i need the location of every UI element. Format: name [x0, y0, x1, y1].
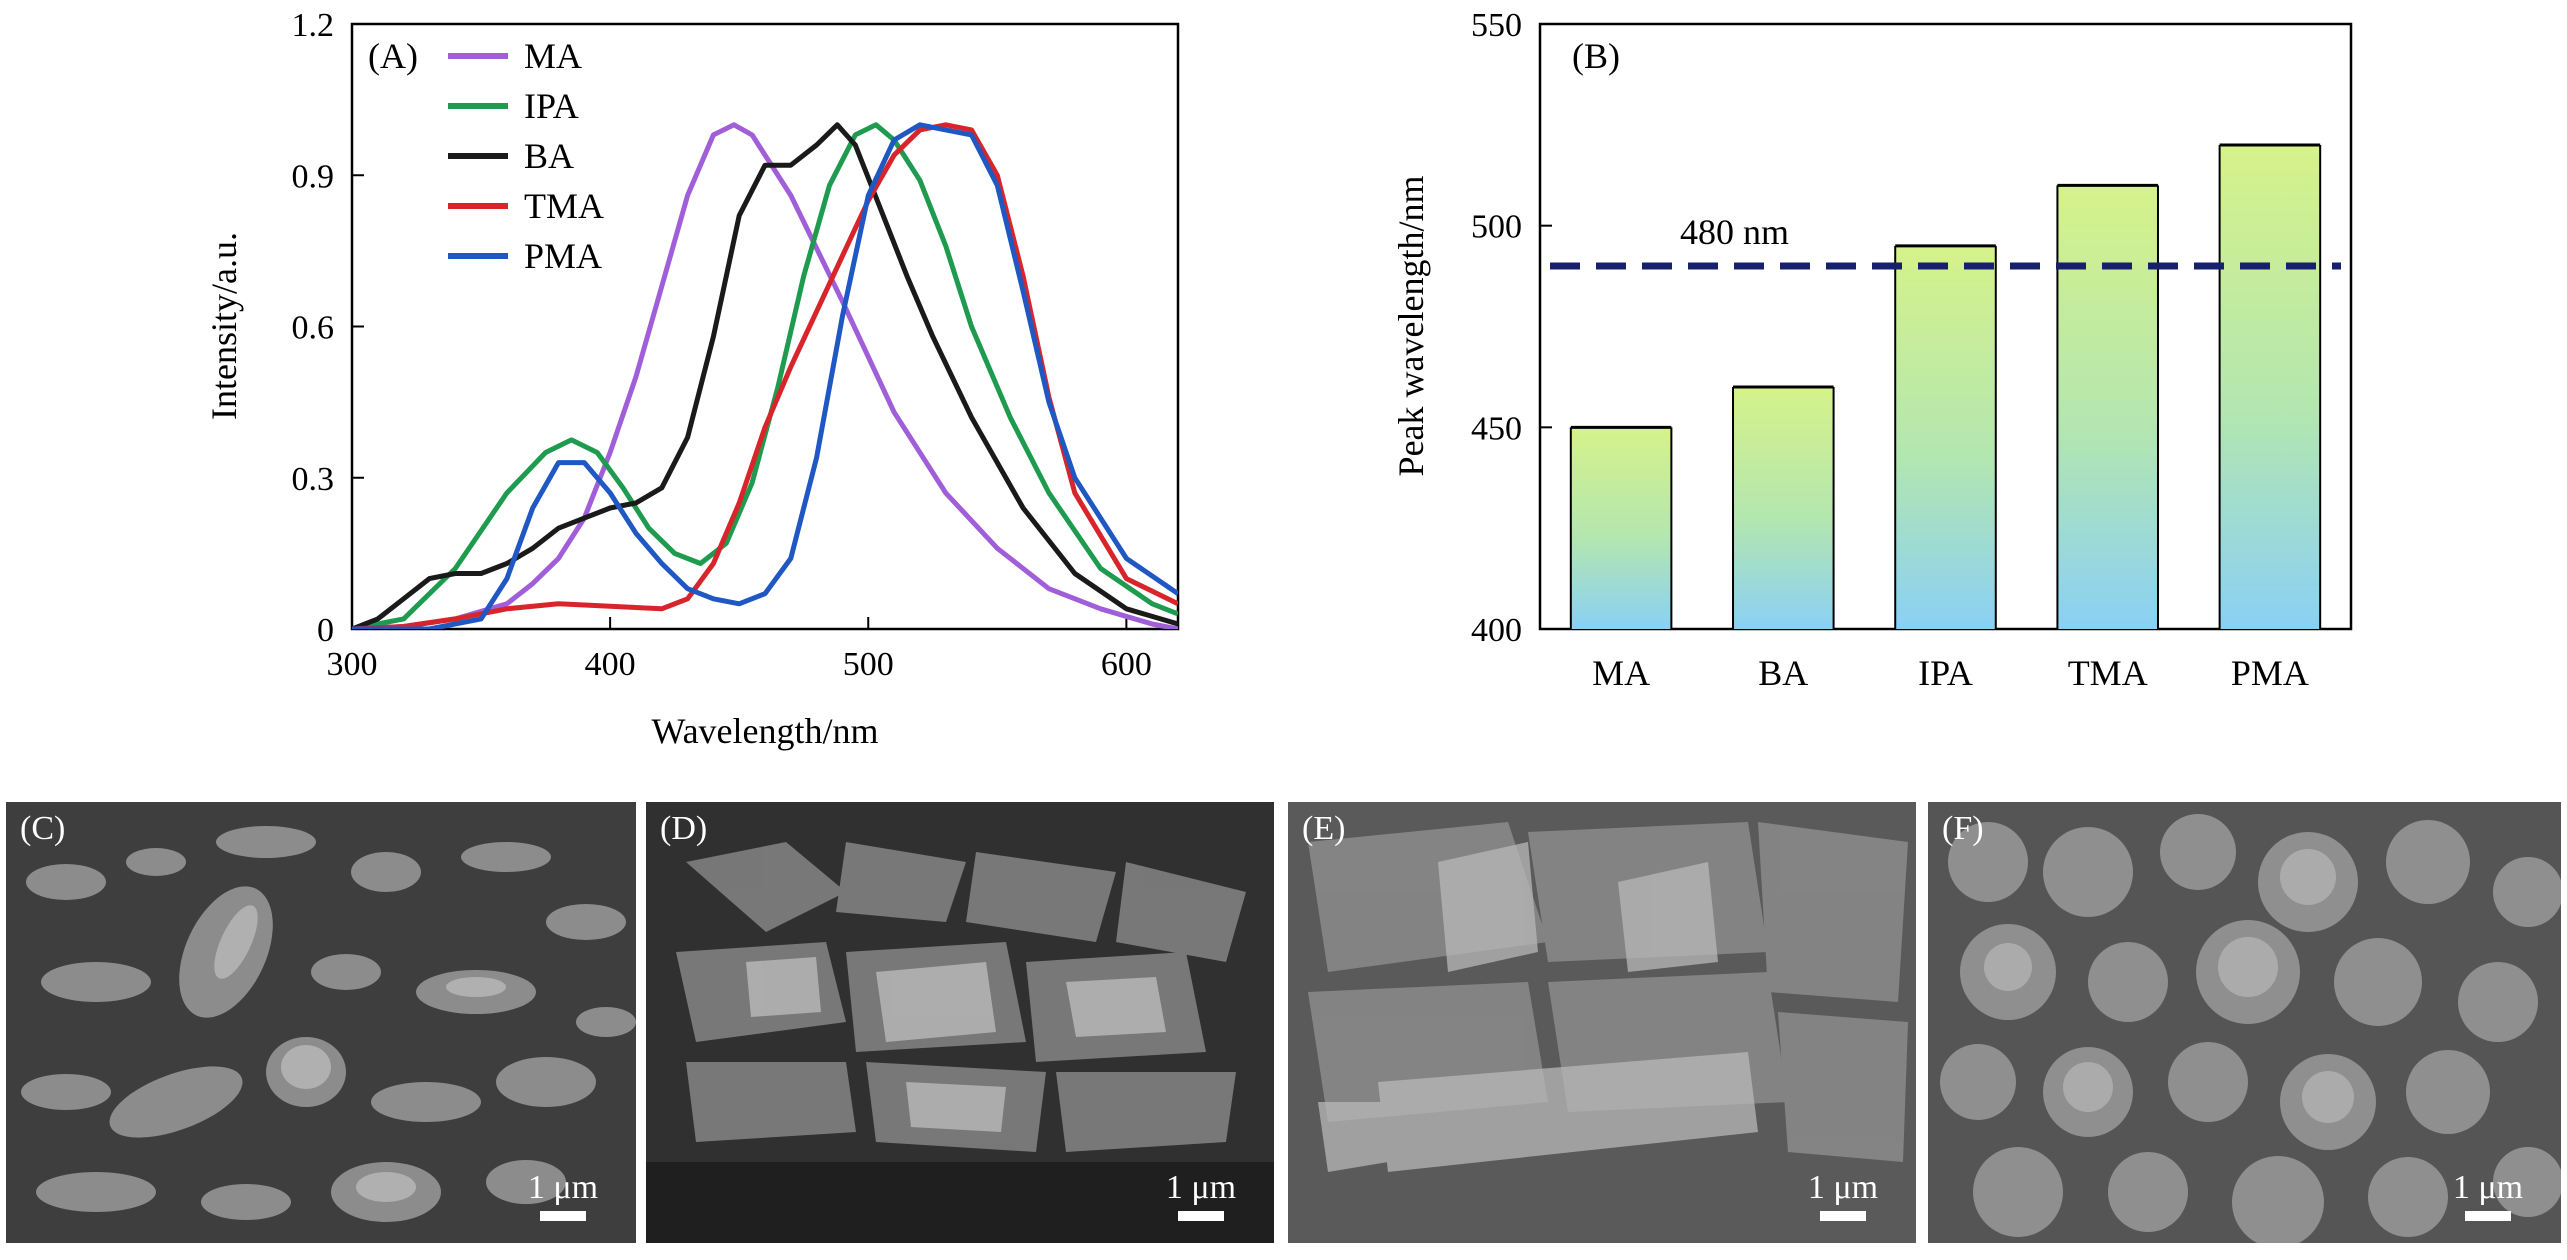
panel-a-ytick-label: 1.2	[292, 7, 335, 44]
sem-panel-e-scale-text: 1 μm	[1807, 1169, 1879, 1206]
scale-bar-icon	[1820, 1211, 1866, 1221]
sem-panel-f-scale: 1 μm	[2433, 1169, 2543, 1221]
legend-label-ipa: IPA	[524, 86, 579, 126]
sem-panel-e-scale: 1 μm	[1788, 1169, 1898, 1221]
figure-charts: 300 400 500 600 0 0.3 0.6 0.9 1.2 MA IPA BA TMA PMA…	[204, 7, 2353, 751]
panel-b-ytick-label: 500	[1471, 209, 1522, 246]
panel-b-xtick-label: TMA	[2068, 653, 2148, 693]
bar-tma	[2057, 185, 2158, 630]
sem-panel-c-scale: 1 μm	[508, 1169, 618, 1221]
sem-panel-e-label: (E)	[1302, 810, 1346, 847]
sem-image-d	[646, 802, 1274, 1243]
scale-bar-icon	[1178, 1211, 1224, 1221]
panel-a-ytick-label: 0.9	[292, 158, 335, 195]
panel-b-label: (B)	[1572, 36, 1620, 76]
panel-b-xtick-label: IPA	[1918, 653, 1973, 693]
sem-image-e	[1288, 802, 1916, 1243]
legend-label-ma: MA	[524, 36, 582, 76]
scale-bar-icon	[540, 1211, 586, 1221]
series-line-ipa	[352, 122, 1178, 629]
panel-b-ytick-label: 550	[1471, 7, 1522, 44]
bar-pma	[2219, 145, 2321, 629]
series-line-ba	[352, 122, 1178, 629]
scale-bar-icon	[2465, 1211, 2511, 1221]
bar-ma	[1570, 427, 1672, 629]
sem-panel-e: (E) 1 μm	[1288, 802, 1916, 1243]
bar-ba	[1733, 387, 1834, 629]
panel-a-ytick-label: 0	[317, 612, 334, 649]
panel-a-xtick-label: 500	[843, 646, 894, 683]
panel-b-ylabel: Peak wavelength/nm	[1391, 176, 1431, 477]
panel-a-xtick-label: 300	[327, 646, 378, 683]
sem-image-c	[6, 802, 636, 1243]
panel-a-xtick-label: 400	[585, 646, 636, 683]
series-line-ma	[352, 122, 1178, 629]
panel-a-xlabel: Wavelength/nm	[651, 711, 878, 751]
sem-panel-f-label: (F)	[1942, 810, 1984, 847]
sem-panel-c-scale-text: 1 μm	[527, 1169, 599, 1206]
reference-line-label: 480 nm	[1680, 212, 1789, 252]
legend-label-pma: PMA	[524, 236, 602, 276]
sem-panel-f: (F) 1 μm	[1928, 802, 2561, 1243]
bar-ipa	[1895, 245, 1996, 630]
panel-a-spectra-chart: 300 400 500 600 0 0.3 0.6 0.9 1.2 MA IPA BA TMA PMA…	[204, 7, 1180, 751]
sem-panel-c: (C) 1 μm	[6, 802, 636, 1243]
sem-panel-d-label: (D)	[660, 810, 708, 847]
legend-label-tma: TMA	[524, 186, 604, 226]
series-line-tma	[352, 122, 1178, 629]
sem-image-f	[1928, 802, 2561, 1243]
sem-panel-d-scale: 1 μm	[1146, 1169, 1256, 1221]
panel-b-ytick-label: 450	[1471, 410, 1522, 447]
sem-panel-d-scale-text: 1 μm	[1165, 1169, 1237, 1206]
panel-b-xtick-label: MA	[1592, 653, 1650, 693]
panel-b-xtick-label: BA	[1758, 653, 1808, 693]
series-line-pma	[352, 122, 1178, 629]
panel-b-xtick-label: PMA	[2231, 653, 2309, 693]
panel-a-ytick-label: 0.6	[292, 310, 335, 347]
panel-b-peak-bar-chart: 400 450 500 550 480 nm MA BA IPA TMA PMA (B) Pe…	[1391, 7, 2353, 693]
sem-panel-c-label: (C)	[20, 810, 66, 847]
legend-label-ba: BA	[524, 136, 574, 176]
panel-a-xtick-label: 600	[1101, 646, 1152, 683]
panel-a-label: (A)	[368, 36, 418, 76]
sem-panel-f-scale-text: 1 μm	[2452, 1169, 2524, 1206]
panel-a-ytick-label: 0.3	[292, 461, 335, 498]
panel-b-ytick-label: 400	[1471, 612, 1522, 649]
panel-a-ylabel: Intensity/a.u.	[204, 232, 244, 420]
sem-panel-d: (D) 1 μm	[646, 802, 1274, 1243]
